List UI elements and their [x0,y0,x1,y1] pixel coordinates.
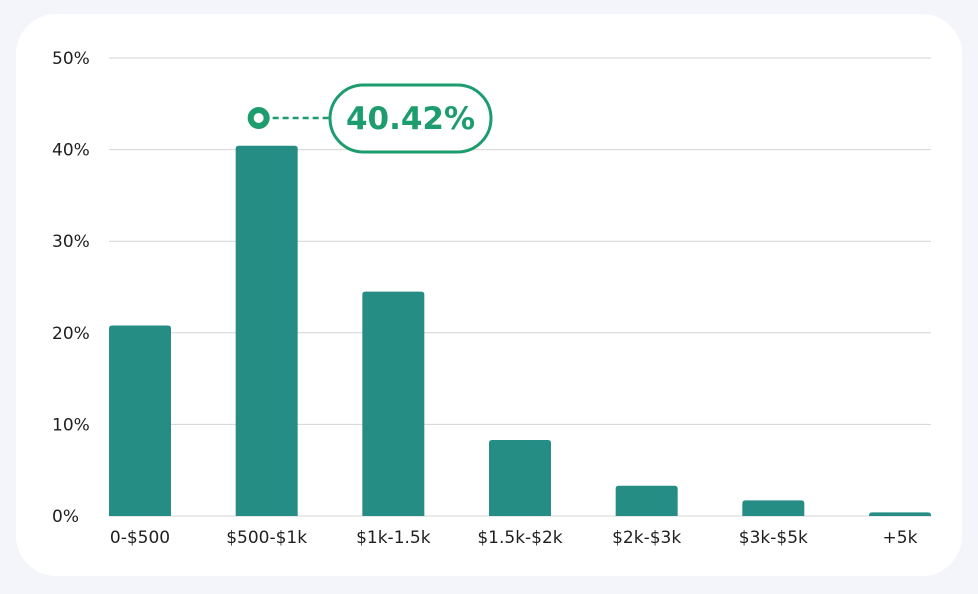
x-axis-ticks: 0-$500 $500-$1k $1k-1.5k $1.5k-$2k $2k-$3k $3… [110,528,918,548]
x-tick-label: $1.5k-$2k [477,528,562,548]
callout-marker [247,107,270,129]
x-tick-label: +5k [883,528,918,548]
callout-value: 40.42% [346,101,475,137]
y-tick-label: 10% [52,415,90,435]
x-tick-label: 0-$500 [110,528,170,548]
x-tick-label: $3k-$5k [739,528,808,548]
y-axis-ticks: 0% 10% 20% 30% 40% 50% [52,49,90,527]
bar [742,500,805,516]
callout-badge [328,83,493,154]
bar [362,291,425,516]
x-tick-label: $1k-1.5k [356,528,431,548]
x-tick-label: $500-$1k [226,528,307,548]
x-tick-label: $2k-$3k [612,528,681,548]
bar [615,485,678,516]
y-tick-label: 40% [52,141,90,161]
highlight-callout: 40.42% [247,83,493,154]
bar [869,512,931,516]
bar [235,145,298,516]
bar [109,325,171,516]
y-tick-label: 50% [52,49,90,69]
y-tick-label: 20% [52,324,90,344]
y-tick-label: 0% [52,507,79,527]
y-tick-label: 30% [52,232,90,252]
bars [109,145,931,516]
bar [489,439,551,516]
